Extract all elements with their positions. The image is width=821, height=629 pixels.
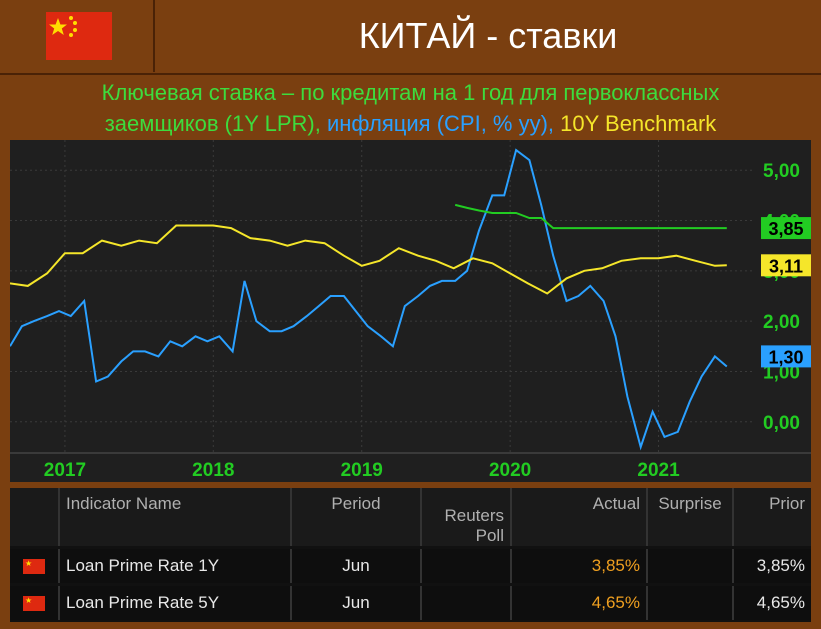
row-surprise — [648, 586, 734, 620]
chart-subtitle: Ключевая ставка – по кредитам на 1 год д… — [0, 73, 821, 139]
china-flag-icon — [23, 595, 45, 611]
row-actual: 3,85% — [512, 549, 648, 583]
x-tick-label: 2017 — [44, 460, 86, 481]
row-indicator: Loan Prime Rate 5Y — [60, 586, 292, 620]
header-flag-cell — [10, 488, 60, 546]
chart-svg: 5,004,003,002,001,000,002017201820192020… — [9, 140, 811, 481]
subtitle-cpi: инфляция (CPI, % yy), — [326, 111, 561, 136]
header-surprise: Surprise — [648, 488, 734, 546]
x-tick-label: 2021 — [637, 460, 680, 481]
row-actual: 4,65% — [512, 586, 648, 620]
header-poll-line2: Poll — [475, 526, 504, 545]
y-tick-label: 0,00 — [763, 413, 800, 434]
last-value-badge — [761, 254, 811, 277]
row-period: Jun — [292, 549, 422, 583]
header-actual: Actual — [512, 488, 648, 546]
series-line-1 — [9, 224, 727, 295]
header: КИТАЙ - ставки — [0, 0, 821, 72]
flag-container — [0, 0, 155, 72]
page-title: КИТАЙ - ставки — [358, 15, 618, 56]
row-indicator: Loan Prime Rate 1Y — [60, 549, 292, 583]
row-flag-cell — [10, 586, 60, 620]
china-flag-icon — [23, 558, 45, 574]
subtitle-line1: Ключевая ставка – по кредитам на 1 год д… — [101, 80, 720, 105]
subtitle-benchmark: 10Y Benchmark — [560, 111, 717, 136]
x-tick-label: 2018 — [192, 460, 234, 481]
last-value-badge — [761, 217, 811, 240]
row-period: Jun — [292, 586, 422, 620]
row-flag-cell — [10, 549, 60, 583]
header-indicator: Indicator Name — [60, 488, 292, 546]
series-line-0 — [9, 148, 728, 451]
series-line-2 — [454, 203, 727, 230]
row-prior: 3,85% — [734, 549, 811, 583]
y-tick-label: 1,00 — [763, 362, 800, 383]
y-tick-label: 2,00 — [763, 312, 800, 333]
header-period: Period — [292, 488, 422, 546]
indicator-table: Indicator Name Period Reuters Poll Actua… — [10, 488, 811, 622]
china-flag-icon — [46, 12, 112, 60]
row-surprise — [648, 549, 734, 583]
header-poll: Reuters Poll — [422, 488, 512, 546]
x-tick-label: 2019 — [341, 460, 383, 481]
header-prior: Prior — [734, 488, 811, 546]
y-tick-label: 5,00 — [763, 161, 800, 182]
table-header-row: Indicator Name Period Reuters Poll Actua… — [10, 488, 811, 546]
rates-chart: 5,004,003,002,001,000,002017201820192020… — [9, 140, 811, 482]
last-value-label: 3,85 — [768, 219, 803, 239]
table-row[interactable]: Loan Prime Rate 5Y Jun 4,65% 4,65% — [10, 586, 811, 620]
header-poll-line1: Reuters — [444, 506, 504, 525]
subtitle-lpr: заемщиков (1Y LPR), — [104, 111, 327, 136]
row-prior: 4,65% — [734, 586, 811, 620]
table-row[interactable]: Loan Prime Rate 1Y Jun 3,85% 3,85% — [10, 549, 811, 583]
row-poll — [422, 549, 512, 583]
x-tick-label: 2020 — [489, 460, 531, 481]
last-value-label: 1,30 — [768, 347, 803, 367]
last-value-badge — [761, 345, 811, 368]
row-poll — [422, 586, 512, 620]
last-value-label: 3,11 — [769, 256, 803, 276]
